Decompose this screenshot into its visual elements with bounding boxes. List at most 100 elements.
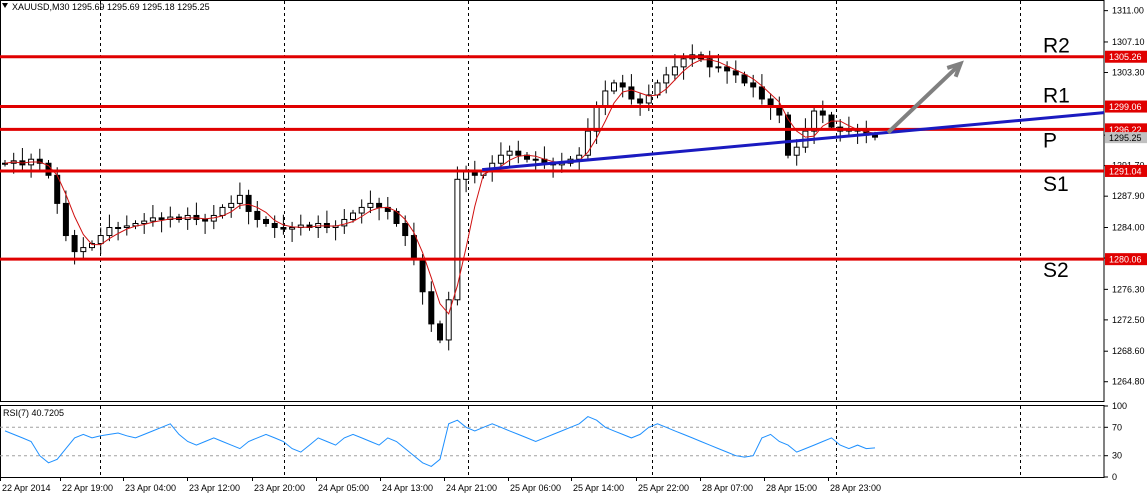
candle-body <box>358 206 365 214</box>
projection-arrow <box>886 62 962 135</box>
level-price-tag-text: 1299.06 <box>1109 102 1142 112</box>
candle-body <box>167 216 174 220</box>
price-tick-label: 1264.80 <box>1112 377 1145 387</box>
candle-body <box>637 98 644 104</box>
candle-body <box>532 158 539 161</box>
time-label: 25 Apr 06:00 <box>510 483 561 493</box>
candle-body <box>785 114 791 156</box>
candle-body <box>341 218 348 227</box>
time-label: 25 Apr 14:00 <box>573 483 624 493</box>
time-label: 28 Apr 15:00 <box>766 483 817 493</box>
price-tick-label: 1284.00 <box>1112 223 1145 233</box>
candle-body <box>454 178 461 301</box>
candle-body <box>576 154 583 160</box>
candle-body <box>376 202 383 208</box>
candle-body <box>202 218 209 222</box>
candle-body <box>402 222 409 237</box>
time-label: 22 Apr 2014 <box>2 483 51 493</box>
candle-body <box>663 74 670 84</box>
price-tick-label: 1272.50 <box>1112 315 1145 325</box>
trendline <box>482 111 1105 172</box>
rsi-tick-label: 30 <box>1112 451 1122 461</box>
candle-body <box>497 154 504 164</box>
level-label-s2: S2 <box>1043 259 1069 282</box>
rsi-tick-label: 0 <box>1112 472 1117 482</box>
candle-body <box>428 291 435 325</box>
moving-average-line <box>4 59 876 315</box>
candle-body <box>750 82 757 88</box>
candle-body <box>515 150 522 156</box>
price-tick-label: 1276.30 <box>1112 284 1145 294</box>
candle-body <box>654 82 661 96</box>
dropdown-triangle-icon <box>2 3 8 8</box>
candle-body <box>62 202 69 237</box>
candle-body <box>619 82 626 88</box>
candle-body <box>228 202 235 208</box>
candle-body <box>706 58 713 68</box>
candle-body <box>776 106 783 116</box>
candle-body <box>97 235 104 245</box>
current-price-label: 1295.25 <box>1109 133 1142 143</box>
level-price-tag-r2 <box>1105 50 1147 63</box>
level-label-r2: R2 <box>1043 35 1070 58</box>
time-label: 22 Apr 19:00 <box>62 483 113 493</box>
candle-body <box>724 66 731 72</box>
price-tick-label: 1307.10 <box>1112 37 1145 47</box>
candle-body <box>71 235 78 253</box>
level-label-s1: S1 <box>1043 173 1069 196</box>
time-label: 24 Apr 05:00 <box>318 483 369 493</box>
candle-body <box>732 70 739 76</box>
rsi-label: RSI(7) 40.7205 <box>3 408 64 418</box>
time-label: 23 Apr 12:00 <box>189 483 240 493</box>
candle-body <box>115 227 122 230</box>
candle-body <box>872 134 878 138</box>
level-price-tag-text: 1291.04 <box>1109 166 1142 176</box>
candle-body <box>593 106 600 132</box>
time-label: 25 Apr 22:00 <box>638 483 689 493</box>
level-label-r1: R1 <box>1043 85 1070 108</box>
time-label: 28 Apr 07:00 <box>702 483 753 493</box>
candle-body <box>263 218 269 224</box>
projection-arrow-head <box>946 60 964 78</box>
candle-body <box>80 247 87 253</box>
candle-body <box>419 259 426 293</box>
candle-body <box>437 323 443 341</box>
price-tick-label: 1287.90 <box>1112 191 1145 201</box>
candle-body <box>602 90 609 108</box>
level-price-tag-s2 <box>1105 253 1147 266</box>
candle-body <box>123 225 130 229</box>
price-tick-label: 1303.30 <box>1112 67 1145 77</box>
candle-body <box>89 243 95 249</box>
price-panel-frame <box>0 0 1105 402</box>
time-label: 24 Apr 21:00 <box>446 483 497 493</box>
candle-body <box>289 227 296 230</box>
level-price-tag-text: 1305.26 <box>1109 52 1142 62</box>
candle-body <box>463 170 470 180</box>
candle-body <box>715 66 722 69</box>
candle-body <box>45 162 52 176</box>
candle-body <box>280 227 287 230</box>
time-label: 23 Apr 20:00 <box>254 483 305 493</box>
symbol-header: XAUUSD,M30 1295.69 1295.69 1295.18 1295.… <box>12 2 210 12</box>
price-tick-label: 1268.60 <box>1112 346 1145 356</box>
candle-body <box>741 74 748 84</box>
rsi-line <box>4 416 876 467</box>
candle-body <box>236 194 243 204</box>
time-label: 28 Apr 23:00 <box>830 483 881 493</box>
candle-body <box>271 222 278 229</box>
candle-body <box>141 220 148 224</box>
level-price-tag-s1 <box>1105 164 1147 177</box>
rsi-tick-label: 100 <box>1112 401 1127 411</box>
candle-body <box>645 94 652 104</box>
price-tick-label: 1311.00 <box>1112 6 1144 16</box>
candle-body <box>106 227 113 237</box>
candle-body <box>611 82 617 92</box>
candle-body <box>254 210 261 220</box>
candle-body <box>36 158 43 164</box>
candle-body <box>2 162 8 165</box>
candle-body <box>158 217 165 220</box>
candle-body <box>445 299 452 341</box>
current-price-tag <box>1105 132 1147 144</box>
